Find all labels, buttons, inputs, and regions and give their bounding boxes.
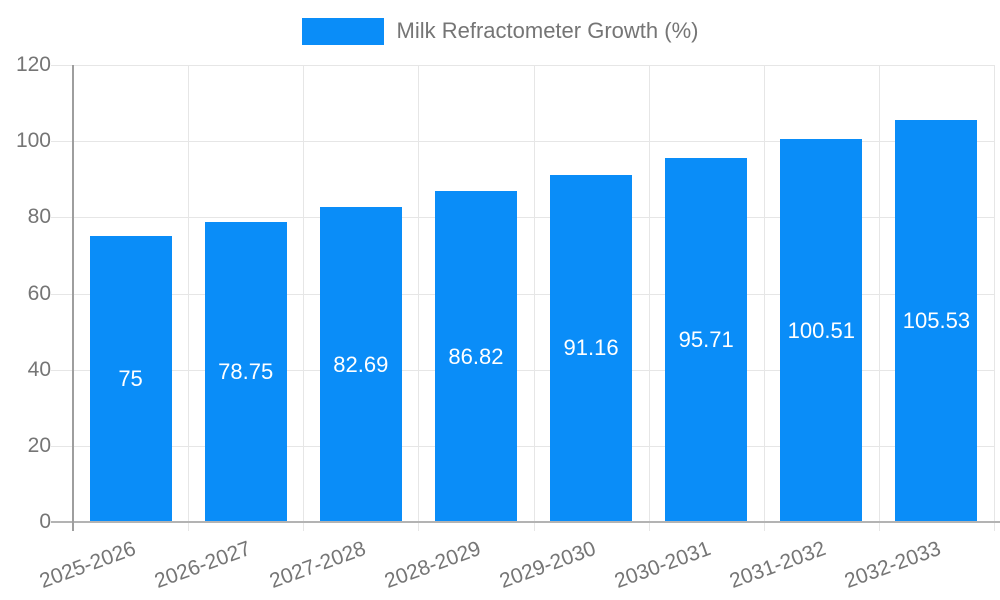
y-axis-tick-label: 80 <box>27 205 51 229</box>
y-axis-tick-label: 100 <box>15 129 51 153</box>
legend-swatch <box>301 17 384 45</box>
x-axis-tick-label: 2030-2031 <box>611 537 715 593</box>
bar[interactable] <box>434 191 517 522</box>
y-axis-tick-label: 120 <box>15 53 51 76</box>
bar-value-label: 95.71 <box>678 326 734 352</box>
x-axis-tick-label: 2026-2027 <box>151 537 254 593</box>
v-gridline <box>188 65 190 531</box>
bar[interactable] <box>550 174 633 522</box>
bar-value-label: 78.75 <box>218 359 274 385</box>
bar-value-label: 75 <box>118 366 143 392</box>
y-axis-tick-label: 0 <box>39 510 51 533</box>
x-axis-tick-label: 2031-2032 <box>726 537 830 593</box>
y-tick-mark <box>51 217 73 219</box>
y-tick-mark <box>51 141 73 143</box>
legend: Milk Refractometer Growth (%) <box>0 16 1000 46</box>
v-gridline <box>763 65 765 531</box>
bar[interactable] <box>204 222 287 522</box>
bar[interactable] <box>780 139 863 522</box>
v-gridline <box>418 65 420 531</box>
y-tick-mark <box>51 369 73 371</box>
y-tick-mark <box>51 293 73 295</box>
bar[interactable] <box>895 120 978 522</box>
bar-value-label: 91.16 <box>563 335 619 361</box>
y-tick-mark <box>51 445 73 447</box>
bar-value-label: 82.69 <box>333 351 389 377</box>
bar[interactable] <box>89 236 172 522</box>
y-axis-tick-label: 60 <box>27 281 51 305</box>
x-axis-tick-label: 2028-2029 <box>381 537 484 593</box>
bar-value-label: 105.53 <box>902 308 971 334</box>
y-tick-mark <box>51 65 73 66</box>
legend-label: Milk Refractometer Growth (%) <box>396 18 699 43</box>
bar-value-label: 100.51 <box>787 317 855 343</box>
x-axis-baseline <box>51 521 1000 523</box>
bar[interactable] <box>665 157 748 522</box>
bar[interactable] <box>319 207 402 522</box>
x-axis-tick-label: 2027-2028 <box>266 537 369 593</box>
x-axis-tick-label: 2029-2030 <box>496 537 599 593</box>
x-axis-tick-label: 2025-2026 <box>36 537 139 593</box>
v-gridline <box>303 65 305 531</box>
v-gridline <box>878 65 880 531</box>
y-axis-tick-label: 20 <box>27 433 51 457</box>
v-gridline <box>533 65 535 531</box>
x-axis-tick-label: 2032-2033 <box>842 537 945 593</box>
v-gridline <box>994 65 995 531</box>
v-gridline <box>648 65 650 531</box>
bar-value-label: 86.82 <box>448 343 504 369</box>
y-axis-line <box>72 65 74 531</box>
y-axis-tick-label: 40 <box>27 357 51 381</box>
